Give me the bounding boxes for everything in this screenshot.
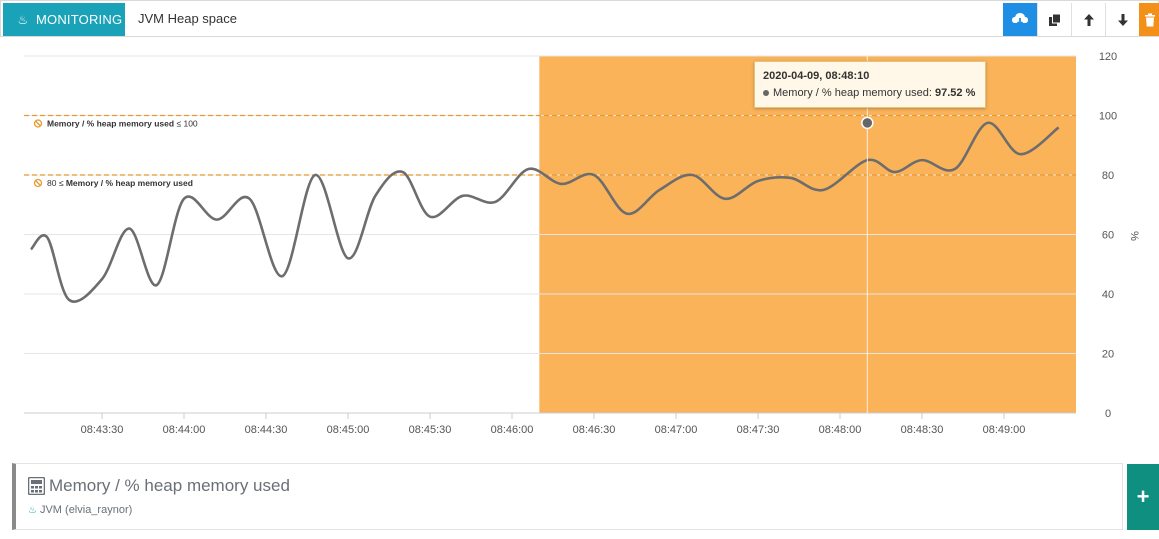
metric-title: Memory / % heap memory used	[49, 476, 290, 495]
tooltip-row: Memory / % heap memory used: 97.52 %	[763, 87, 977, 99]
move-up-button[interactable]	[1071, 3, 1105, 36]
y-tick-label: 120	[1099, 51, 1117, 63]
tooltip-time: 2020-04-09, 08:48:10	[763, 70, 870, 82]
heap-chart: 0 20 40 60 80 100 120% 08:43:30 08:44:00 08:44:30…	[0, 40, 1159, 450]
x-tick-label: 08:46:00	[491, 424, 534, 436]
threshold-ban-icon	[33, 119, 43, 128]
threshold-label: 80 ≤ Memory / % heap memory used	[47, 178, 193, 188]
delete-button[interactable]	[1139, 3, 1159, 36]
threshold-ban-icon-slash	[35, 120, 41, 127]
widget-title[interactable]: JVM Heap space	[138, 11, 237, 26]
y-tick-label: 40	[1102, 289, 1114, 301]
threshold-ban-icon-slash	[35, 180, 41, 186]
y-tick-label: 80	[1102, 170, 1114, 182]
chart-canvas[interactable]: 0 20 40 60 80 100 120% 08:43:30 08:44:00 08:44:30…	[0, 40, 1159, 450]
copy-icon	[1048, 13, 1061, 26]
x-tick-label: 08:49:00	[983, 424, 1026, 436]
hover-point	[861, 116, 874, 130]
y-tick-label: 100	[1099, 111, 1117, 123]
tooltip-series-label: Memory / % heap memory used:	[773, 87, 936, 99]
x-tick-label: 08:45:30	[409, 424, 452, 436]
x-tick-label: 08:44:00	[163, 424, 206, 436]
y-tick-label: 60	[1102, 230, 1114, 242]
series-line	[29, 121, 1060, 303]
cloud-download-icon	[1012, 12, 1028, 26]
add-metric-button[interactable]: +	[1127, 464, 1159, 530]
x-tick-label: 08:47:00	[655, 424, 698, 436]
y-tick-label: 0	[1105, 408, 1111, 420]
x-tick-label: 08:45:00	[327, 424, 370, 436]
metric-source-label: JVM (elvia_raynor)	[39, 504, 133, 516]
arrow-up-icon	[1083, 13, 1094, 26]
badge-label: MONITORING	[36, 12, 123, 27]
threshold-ban-icon	[33, 178, 43, 188]
monitoring-badge[interactable]: ♨ MONITORING	[3, 3, 125, 36]
x-tick-label: 08:48:00	[819, 424, 862, 436]
copy-button[interactable]	[1037, 3, 1071, 36]
y-tick-label: 20	[1102, 349, 1114, 361]
x-tick-label: 08:43:30	[81, 424, 124, 436]
series-dot-icon	[763, 90, 769, 97]
metric-source: ♨ JVM (elvia_raynor)	[28, 504, 132, 516]
x-tick-label: 08:48:30	[901, 424, 944, 436]
trash-icon	[1144, 13, 1155, 26]
calculator-icon	[28, 477, 45, 495]
x-tick-label: 08:44:30	[245, 424, 288, 436]
chart-tooltip: 2020-04-09, 08:48:10 Memory / % heap mem…	[754, 61, 986, 108]
threshold-label: Memory / % heap memory used ≤ 100	[47, 119, 198, 129]
move-down-button[interactable]	[1105, 3, 1139, 36]
widget-header: ♨ MONITORING JVM Heap space	[0, 0, 1159, 37]
metric-panel[interactable]: Memory / % heap memory used ♨ JVM (elvia…	[12, 463, 1123, 530]
tooltip-value: 97.52 %	[935, 87, 976, 99]
java-icon: ♨	[28, 504, 37, 516]
arrow-down-icon	[1117, 13, 1128, 26]
x-tick-label: 08:46:30	[573, 424, 616, 436]
cloud-download-button[interactable]	[1003, 3, 1037, 36]
java-icon: ♨	[17, 12, 29, 27]
x-tick-label: 08:47:30	[737, 424, 780, 436]
metric-title-row: Memory / % heap memory used	[28, 476, 290, 496]
y-axis-label: %	[1128, 231, 1140, 241]
